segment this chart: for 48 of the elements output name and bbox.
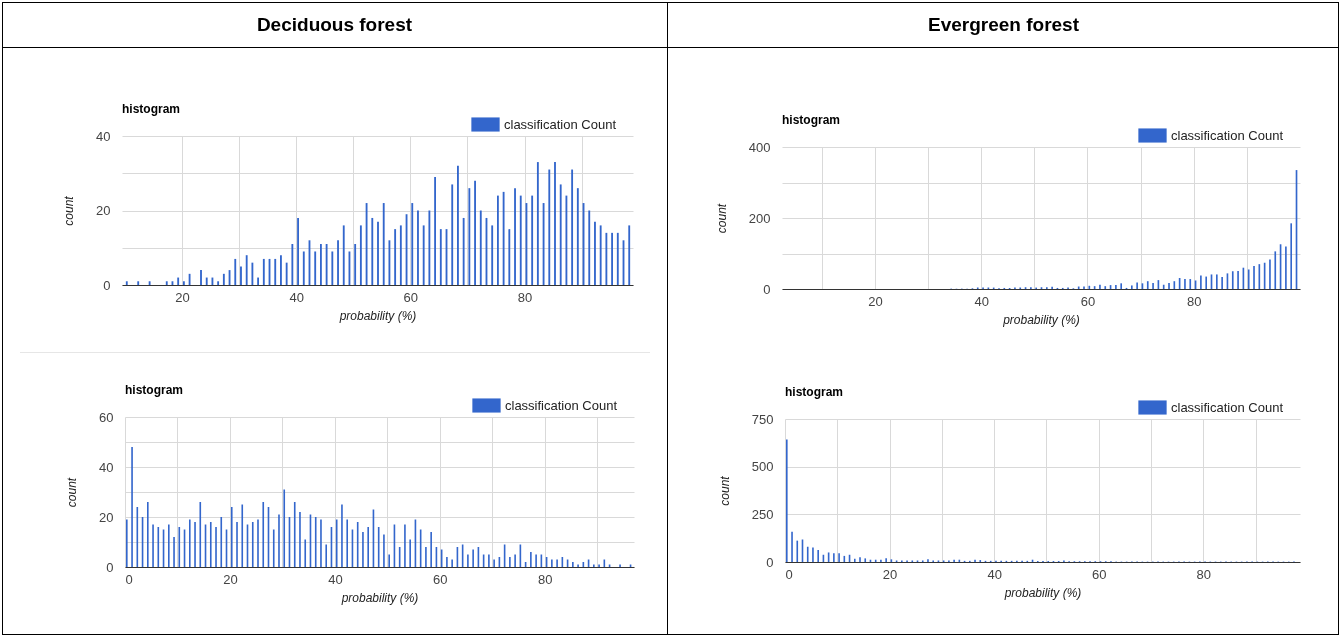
- x-tick-label: 80: [1187, 293, 1202, 309]
- chart-title: histogram: [122, 102, 181, 116]
- x-tick-label: 60: [1080, 293, 1096, 309]
- legend-label: classification Count: [1171, 127, 1284, 143]
- x-tick-label: 40: [987, 566, 1002, 582]
- x-tick-label: 0: [125, 571, 133, 587]
- x-tick-label: 0: [785, 566, 793, 582]
- y-tick-label: 400: [748, 139, 771, 155]
- x-tick-label: 20: [175, 289, 190, 305]
- y-axis-title: count: [717, 475, 732, 506]
- y-tick-label: 0: [766, 554, 774, 570]
- y-tick-label: 40: [99, 459, 114, 475]
- y-tick-label: 500: [751, 459, 774, 475]
- x-tick-label: 60: [1091, 566, 1107, 582]
- x-tick-label: 60: [433, 571, 448, 587]
- x-axis-title: probability (%): [340, 590, 419, 605]
- y-tick-label: 20: [99, 509, 114, 525]
- x-tick-label: 40: [328, 571, 343, 587]
- y-tick-label: 200: [748, 210, 771, 226]
- y-tick-label: 0: [103, 277, 111, 293]
- x-tick-label: 60: [403, 289, 419, 305]
- y-tick-label: 40: [96, 128, 111, 144]
- x-tick-label: 40: [974, 293, 989, 309]
- chart-title: histogram: [125, 383, 184, 397]
- x-axis-title: probability (%): [1002, 312, 1080, 327]
- x-tick-label: 20: [868, 293, 883, 309]
- x-tick-label: 40: [289, 289, 304, 305]
- legend-label: classification Count: [505, 397, 618, 413]
- legend-label: classification Count: [504, 116, 617, 132]
- x-axis-title: probability (%): [1003, 585, 1082, 600]
- chart-title: histogram: [785, 385, 844, 399]
- y-axis-title: count: [62, 195, 77, 226]
- x-axis-title: probability (%): [338, 308, 417, 323]
- y-axis-title: count: [65, 477, 80, 508]
- x-tick-label: 80: [1196, 566, 1212, 582]
- text: Evergreen forest: [927, 13, 1080, 37]
- y-tick-label: 250: [751, 506, 774, 522]
- x-tick-label: 20: [882, 566, 898, 582]
- x-tick-label: 80: [538, 571, 553, 587]
- y-tick-label: 750: [751, 411, 774, 427]
- y-tick-label: 20: [96, 203, 111, 218]
- text: Deciduous forest: [255, 13, 414, 37]
- y-tick-label: 60: [99, 409, 114, 425]
- chart-title: histogram: [782, 113, 841, 127]
- x-tick-label: 80: [517, 289, 533, 305]
- y-axis-title: count: [714, 203, 729, 234]
- legend-label: classification Count: [1171, 399, 1284, 415]
- x-tick-label: 20: [223, 571, 238, 587]
